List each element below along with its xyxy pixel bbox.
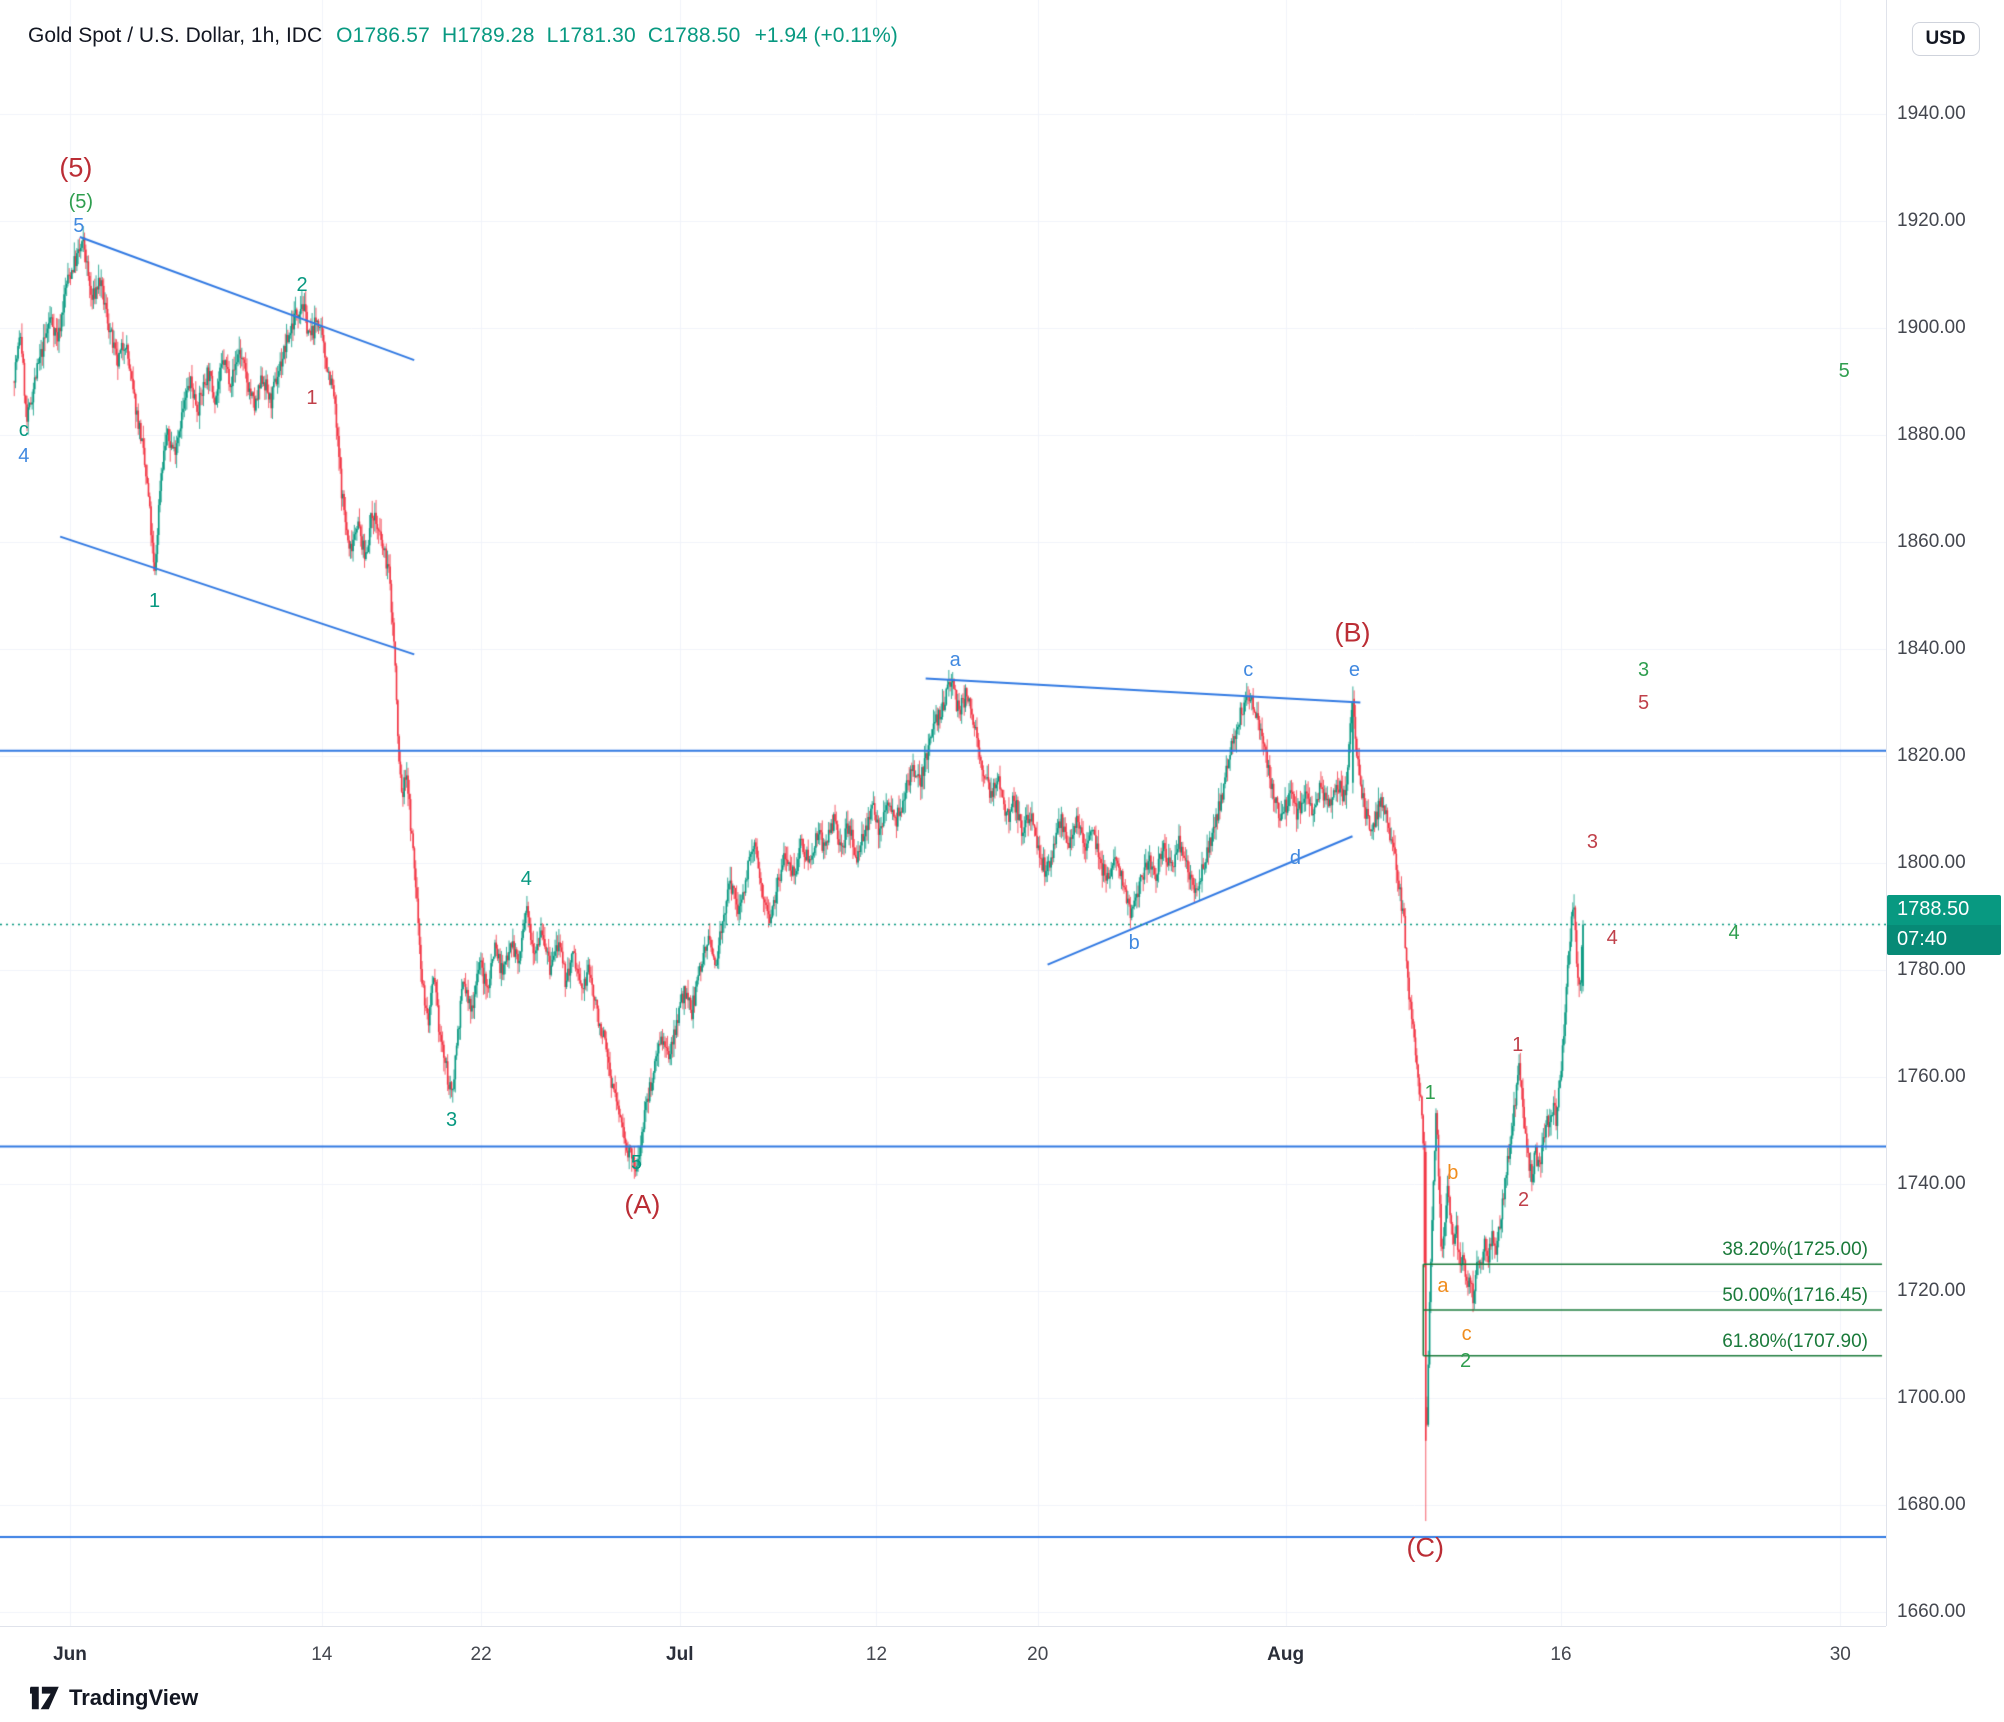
price-axis-label: 1940.00 — [1897, 103, 1966, 124]
time-axis-label: 12 — [865, 1643, 888, 1665]
time-axis-label: 16 — [1550, 1643, 1572, 1665]
candlestick-canvas[interactable] — [0, 0, 1886, 1626]
price-axis-label: 1700.00 — [1897, 1387, 1966, 1408]
time-axis-label: Jun — [53, 1643, 87, 1665]
price-axis-label: 1860.00 — [1897, 531, 1966, 552]
time-axis-label: 30 — [1829, 1643, 1851, 1665]
currency-button[interactable]: USD — [1911, 22, 1980, 56]
price-change: +1.94 (+0.11%) — [754, 24, 898, 47]
price-axis-label: 1820.00 — [1897, 745, 1966, 766]
chart-header: Gold Spot / U.S. Dollar, 1h, IDC O1786.5… — [28, 24, 898, 48]
price-axis-label: 1780.00 — [1897, 959, 1966, 980]
time-axis-label: 22 — [470, 1643, 492, 1665]
ohlc-close: C1788.50 — [647, 24, 741, 47]
bar-countdown: 07:40 — [1887, 924, 2001, 955]
time-axis[interactable]: Jun 14 22 Jul 12 20 Aug 16 30 — [0, 1626, 1886, 1682]
time-axis-label: 20 — [1027, 1643, 1049, 1665]
current-price-value: 1788.50 — [1887, 894, 2001, 925]
time-axis-label: Aug — [1267, 1643, 1305, 1665]
price-axis-label: 1900.00 — [1897, 317, 1966, 338]
tradingview-logo[interactable]: TradingView — [30, 1684, 198, 1712]
price-axis-label: 1920.00 — [1897, 210, 1966, 231]
price-axis-label: 1880.00 — [1897, 424, 1966, 445]
price-axis-label: 1760.00 — [1897, 1066, 1966, 1087]
current-price-tag: 1788.50 07:40 — [1887, 894, 2001, 955]
ohlc-high: H1789.28 — [441, 24, 535, 47]
price-axis-label: 1680.00 — [1897, 1494, 1966, 1515]
ohlc-open: O1786.57 — [336, 24, 430, 47]
price-axis-label: 1800.00 — [1897, 852, 1966, 873]
price-axis-label: 1840.00 — [1897, 638, 1966, 659]
chart-plot-area: (5) (5) 5 c 4 1 2 1 3 4 5 (A) a b c d e (B) (C) 1 b a c 2 1 2 3 4 3 5… — [0, 0, 1886, 1626]
price-axis-label: 1660.00 — [1897, 1601, 1966, 1622]
price-axis-label: 1740.00 — [1897, 1173, 1966, 1194]
symbol-title: Gold Spot / U.S. Dollar, 1h, IDC — [28, 24, 323, 47]
tradingview-logo-text: TradingView — [69, 1685, 199, 1710]
time-axis-label: Jul — [666, 1643, 694, 1665]
ohlc-low: L1781.30 — [546, 24, 636, 47]
price-axis-label: 1720.00 — [1897, 1280, 1966, 1301]
price-axis[interactable]: USD 1788.50 07:40 1940.00 1920.00 1900.00 1… — [1886, 0, 2004, 1626]
time-axis-label: 14 — [311, 1643, 333, 1665]
ohlc-values: O1786.57 H1789.28 L1781.30 C1788.50 — [336, 24, 740, 48]
tradingview-logo-icon — [30, 1686, 59, 1710]
